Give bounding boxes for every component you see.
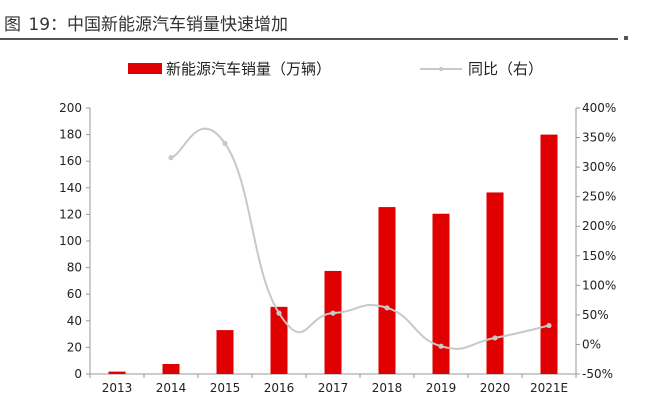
legend: 新能源汽车销量（万辆） 同比（右） <box>128 60 543 78</box>
x-tick-label: 2015 <box>210 381 241 395</box>
bar-2016 <box>270 306 288 374</box>
yoy-point-2016 <box>276 310 282 316</box>
yoy-point-2015 <box>222 140 228 147</box>
bar-2013 <box>108 371 126 374</box>
x-tick-label: 2019 <box>426 381 457 395</box>
y-right-tick-label: 150% <box>582 249 616 263</box>
bar-2020 <box>486 192 504 374</box>
line-series <box>168 127 552 350</box>
yoy-point-2021E <box>546 322 552 329</box>
x-tick-label: 2021E <box>530 381 568 395</box>
bar-2015 <box>216 330 234 374</box>
y-right-tick-label: 200% <box>582 219 616 233</box>
y-left-tick-label: 80 <box>67 261 82 275</box>
y-left-tick-label: 40 <box>67 314 82 328</box>
bar-2018 <box>378 207 396 374</box>
legend-bar-label: 新能源汽车销量（万辆） <box>166 60 331 78</box>
y-right-tick-label: -50% <box>582 367 613 381</box>
y-left-tick-label: 200 <box>59 101 82 115</box>
bar-series <box>108 134 558 374</box>
bar-2021E <box>540 134 558 374</box>
axes: 0 20 40 60 80 100 120 140 160 180 200 -50% 0% 50% 100%… <box>59 101 616 395</box>
y-left-tick-label: 180 <box>59 128 82 142</box>
figure-label: 图 <box>4 15 21 35</box>
figure-caption: 中国新能源汽车销量快速增加 <box>67 15 289 35</box>
y-left-tick-label: 120 <box>59 207 82 221</box>
y-left-tick-label: 60 <box>67 287 82 301</box>
bar-2014 <box>162 364 180 374</box>
y-left-tick-label: 140 <box>59 181 82 195</box>
yoy-point-2020 <box>492 335 498 341</box>
y-right-tick-label: 350% <box>582 131 616 145</box>
y-right-tick-label: 300% <box>582 160 616 174</box>
x-tick-label: 2016 <box>264 381 295 395</box>
yoy-point-2018 <box>384 305 390 311</box>
y-left-tick-label: 160 <box>59 154 82 168</box>
legend-bar-swatch <box>128 63 162 74</box>
y-right-tick-label: 250% <box>582 190 616 204</box>
x-tick-label: 2014 <box>156 381 187 395</box>
title-rule <box>0 38 618 40</box>
y-right-tick-label: 400% <box>582 101 616 115</box>
y-right-tick-label: 0% <box>582 337 601 351</box>
x-tick-label: 2017 <box>318 381 349 395</box>
x-tick-label: 2018 <box>372 381 403 395</box>
y-right-tick-label: 50% <box>582 308 609 322</box>
bar-2017 <box>324 270 342 374</box>
yoy-point-2014 <box>168 155 174 161</box>
figure-title: 图 19：中国新能源汽车销量快速增加 <box>4 10 288 35</box>
legend-line-label: 同比（右） <box>468 60 543 78</box>
x-tick-label: 2020 <box>480 381 511 395</box>
x-tick-label: 2013 <box>102 381 133 395</box>
legend-line-marker <box>438 66 444 72</box>
title-rule-end <box>624 36 628 40</box>
y-left-tick-label: 100 <box>59 234 82 248</box>
y-left-tick-label: 0 <box>74 367 82 381</box>
figure-number: 19： <box>28 15 68 35</box>
y-right-tick-label: 100% <box>582 278 616 292</box>
yoy-point-2017 <box>330 310 336 316</box>
yoy-point-2019 <box>438 343 444 349</box>
y-left-tick-label: 20 <box>67 340 82 354</box>
bar-2019 <box>432 213 450 374</box>
